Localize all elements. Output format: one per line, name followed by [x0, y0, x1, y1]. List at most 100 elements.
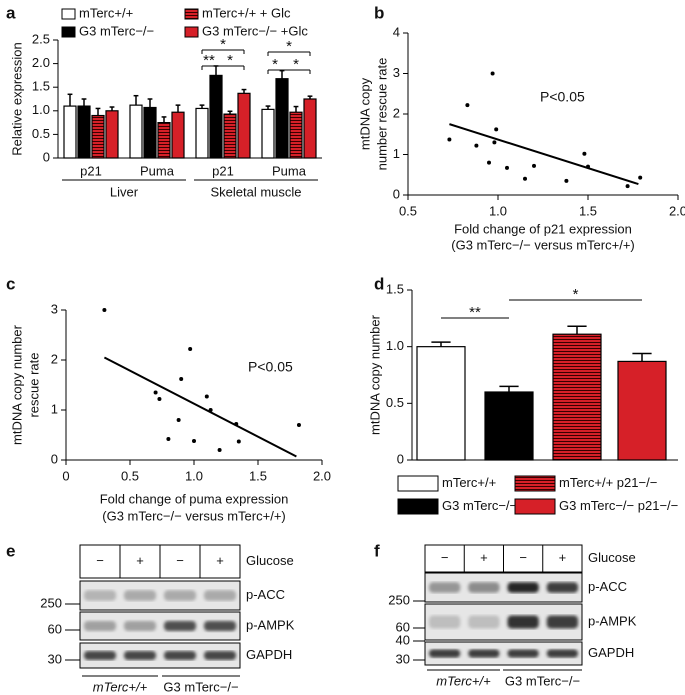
band — [507, 615, 539, 629]
x-tick-label: 2.0 — [313, 468, 331, 483]
y-tick-label: 0.5 — [386, 395, 404, 410]
group-label: Skeletal muscle — [210, 184, 301, 199]
y-tick-label: 1 — [393, 146, 400, 161]
legend-label: G3 mTerc−/− p21−/− — [559, 498, 678, 513]
y-tick-label: 1.5 — [386, 281, 404, 296]
bar — [303, 98, 317, 159]
row-label: p-AMPK — [588, 613, 637, 628]
fit-line — [449, 123, 639, 186]
x-axis-label: Fold change of puma expression — [100, 491, 289, 506]
point — [505, 165, 509, 170]
bar — [484, 391, 534, 461]
y-tick-label: 3 — [51, 301, 58, 316]
genotype-label: mTerc+/+ — [93, 679, 148, 694]
point — [102, 308, 107, 312]
point — [532, 163, 536, 168]
bar — [416, 346, 466, 461]
blot-bg — [424, 641, 583, 666]
legend-swatch — [514, 475, 556, 492]
point — [204, 394, 209, 399]
x-axis-label: (G3 mTerc−/− versus mTerc+/+) — [102, 508, 286, 523]
y-axis-label: mtDNA copy number — [367, 314, 382, 435]
bar — [209, 74, 223, 159]
genotype-label: G3 mTerc−/− — [505, 673, 580, 688]
point — [492, 140, 497, 145]
bar — [143, 106, 157, 159]
band — [468, 582, 500, 593]
legend-label: mTerc+/+ p21−/− — [559, 475, 657, 490]
x-tick-label: 1.0 — [489, 203, 507, 218]
point — [494, 127, 499, 132]
lane-label: − — [176, 553, 184, 568]
marker-label: 250 — [40, 595, 62, 610]
y-tick-label: 2 — [393, 105, 400, 120]
y-tick-label: 2.0 — [32, 55, 50, 70]
y-axis-label: mtDNA copy — [357, 77, 372, 150]
point — [487, 160, 491, 165]
y-tick-label: 2.5 — [32, 31, 50, 46]
condition-label: Glucose — [246, 553, 294, 568]
marker-label: 30 — [48, 651, 62, 666]
y-tick-label: 0 — [397, 451, 404, 466]
lane-label: − — [96, 553, 104, 568]
band — [429, 582, 461, 593]
legend-swatch — [397, 498, 439, 515]
band — [546, 582, 578, 593]
p-value: P<0.05 — [540, 89, 585, 105]
bar — [105, 110, 119, 159]
sig-label: * — [227, 52, 233, 69]
point — [474, 143, 479, 148]
bar — [63, 105, 77, 159]
y-tick-label: 0 — [43, 149, 50, 164]
bar — [237, 92, 251, 159]
band — [124, 620, 156, 632]
panel-label: b — [374, 3, 384, 22]
point — [217, 448, 222, 452]
bar — [91, 114, 105, 159]
lane-label: + — [559, 550, 567, 565]
legend-label: G3 mTerc−/− +Glc — [202, 23, 308, 38]
point — [176, 418, 181, 422]
panel-label: e — [6, 541, 15, 560]
bar — [77, 105, 91, 159]
sig-label: * — [220, 36, 226, 53]
condition-label: Glucose — [588, 550, 636, 565]
band — [429, 649, 461, 658]
x-tick-label: 0.5 — [121, 468, 139, 483]
y-tick-label: 4 — [393, 24, 400, 39]
point — [179, 377, 184, 381]
p-value: P<0.05 — [248, 359, 293, 375]
band — [429, 615, 461, 629]
point — [296, 423, 301, 427]
band — [164, 590, 196, 601]
sig-label: * — [293, 56, 299, 73]
bar — [129, 104, 143, 159]
x-tick-label: p21 — [212, 163, 234, 178]
sig-label: * — [272, 56, 278, 73]
x-tick-label: 1.5 — [249, 468, 267, 483]
band — [164, 651, 196, 660]
band — [84, 651, 116, 660]
genotype-label: mTerc+/+ — [436, 673, 491, 688]
point — [465, 103, 470, 108]
point — [564, 178, 569, 183]
lane-label: + — [136, 553, 144, 568]
band — [84, 590, 116, 601]
point — [166, 437, 171, 441]
y-tick-label: 0 — [51, 451, 58, 466]
y-tick-label: 1.5 — [32, 79, 50, 94]
lane-label: + — [216, 553, 224, 568]
point — [490, 71, 495, 76]
band — [468, 615, 500, 629]
legend-label: mTerc+/+ — [442, 475, 496, 490]
bar — [195, 107, 209, 159]
sig-label: ** — [469, 304, 481, 321]
marker-label: 250 — [388, 592, 410, 607]
marker-label: 40 — [396, 632, 410, 647]
y-tick-label: 3 — [393, 65, 400, 80]
panel-label: f — [374, 541, 380, 560]
x-tick-label: p21 — [80, 163, 102, 178]
legend-swatch — [61, 8, 76, 20]
point — [625, 184, 630, 189]
